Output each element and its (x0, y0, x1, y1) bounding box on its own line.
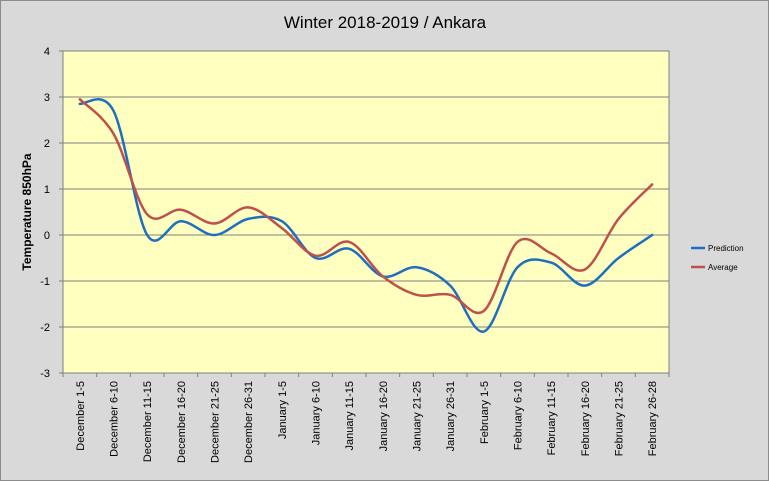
y-axis-ticks: -3 -2 -1 0 1 2 3 4 (40, 46, 63, 380)
data-point-average (280, 227, 283, 230)
y-axis-label: Temperature 850hPa (20, 153, 34, 270)
x-tick-label: February 1-5 (479, 381, 491, 444)
series-line-average (78, 98, 654, 315)
legend-label-prediction: Prediction (708, 244, 744, 253)
data-point-prediction (516, 266, 519, 269)
y-tick-label: -2 (40, 322, 50, 334)
data-point-prediction (550, 261, 553, 264)
chart-title: Winter 2018-2019 / Ankara (284, 13, 487, 32)
x-tick-label: December 11-15 (142, 381, 154, 462)
x-tick-label: December 26-31 (243, 381, 255, 463)
data-point-average (550, 252, 553, 255)
y-tick-label: 1 (44, 184, 50, 196)
data-point-prediction (583, 284, 586, 287)
data-point-prediction (415, 266, 418, 269)
x-tick-label: February 11-15 (546, 381, 558, 455)
x-tick-label: December 16-20 (176, 381, 188, 463)
series-line-prediction (78, 98, 654, 333)
x-tick-label: February 26-28 (647, 381, 659, 456)
x-tick-label: January 21-25 (412, 381, 424, 451)
data-point-prediction (348, 247, 351, 250)
y-tick-label: 2 (44, 138, 50, 150)
data-point-average (314, 254, 317, 257)
series-lines (78, 98, 654, 333)
y-tick-label: -3 (40, 368, 50, 380)
x-tick-label: December 21-25 (210, 381, 222, 463)
data-point-average (516, 241, 519, 244)
data-point-average (247, 206, 250, 209)
legend-label-average: Average (708, 263, 738, 272)
data-point-average (146, 213, 149, 216)
data-point-average (78, 98, 81, 101)
y-tick-label: 0 (44, 230, 50, 242)
data-point-average (583, 268, 586, 271)
data-point-average (449, 293, 452, 296)
x-tick-label: December 1-5 (75, 381, 87, 451)
data-point-average (112, 132, 115, 135)
data-point-average (482, 310, 485, 313)
y-tick-label: 4 (44, 46, 50, 58)
data-point-prediction (146, 234, 149, 237)
data-point-average (415, 293, 418, 296)
data-point-prediction (179, 220, 182, 223)
x-tick-label: January 26-31 (445, 381, 457, 451)
data-point-average (348, 241, 351, 244)
data-point-prediction (78, 103, 81, 106)
data-point-average (617, 218, 620, 221)
plot-area (62, 50, 670, 374)
x-tick-label: February 16-20 (580, 381, 592, 456)
x-tick-label: January 16-20 (378, 381, 390, 451)
x-tick-label: January 1-5 (277, 381, 289, 439)
data-point-prediction (449, 284, 452, 287)
data-point-prediction (213, 234, 216, 237)
data-point-average (381, 275, 384, 278)
data-point-prediction (482, 330, 485, 333)
data-point-average (213, 222, 216, 225)
data-point-average (651, 183, 654, 186)
data-point-prediction (651, 234, 654, 237)
x-tick-label: January 6-10 (311, 381, 323, 445)
data-point-prediction (247, 218, 250, 221)
legend: Prediction Average (691, 244, 744, 272)
data-point-prediction (280, 220, 283, 223)
data-point-average (179, 208, 182, 211)
y-tick-label: 3 (44, 92, 50, 104)
data-point-prediction (617, 257, 620, 260)
x-tick-label: February 21-25 (614, 381, 626, 456)
y-tick-label: -1 (40, 276, 50, 288)
x-axis-ticks: December 1-5 December 6-10 December 11-15 D… (62, 373, 670, 463)
x-tick-label: December 6-10 (109, 381, 121, 457)
x-tick-label: February 6-10 (513, 381, 525, 450)
data-point-prediction (112, 109, 115, 112)
x-tick-label: January 11-15 (344, 381, 356, 451)
